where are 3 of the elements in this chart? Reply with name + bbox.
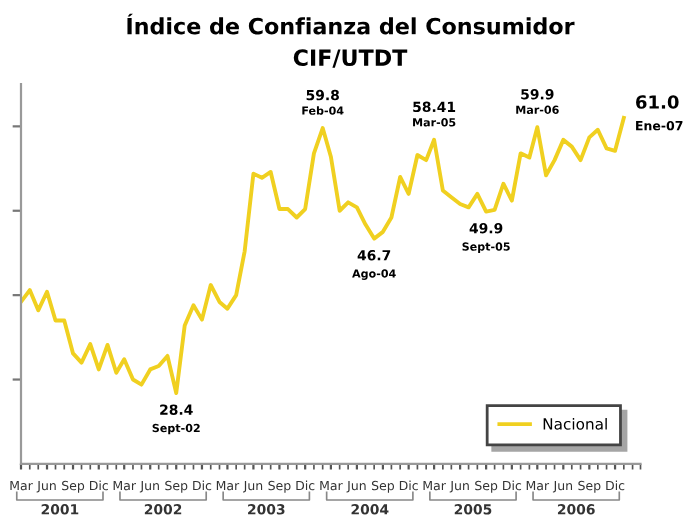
chart-title: Índice de Confianza del Consumidor xyxy=(127,13,575,35)
chart-subtitle: CIF/UTDT xyxy=(293,49,408,68)
data-label: 61.0 xyxy=(636,95,679,109)
